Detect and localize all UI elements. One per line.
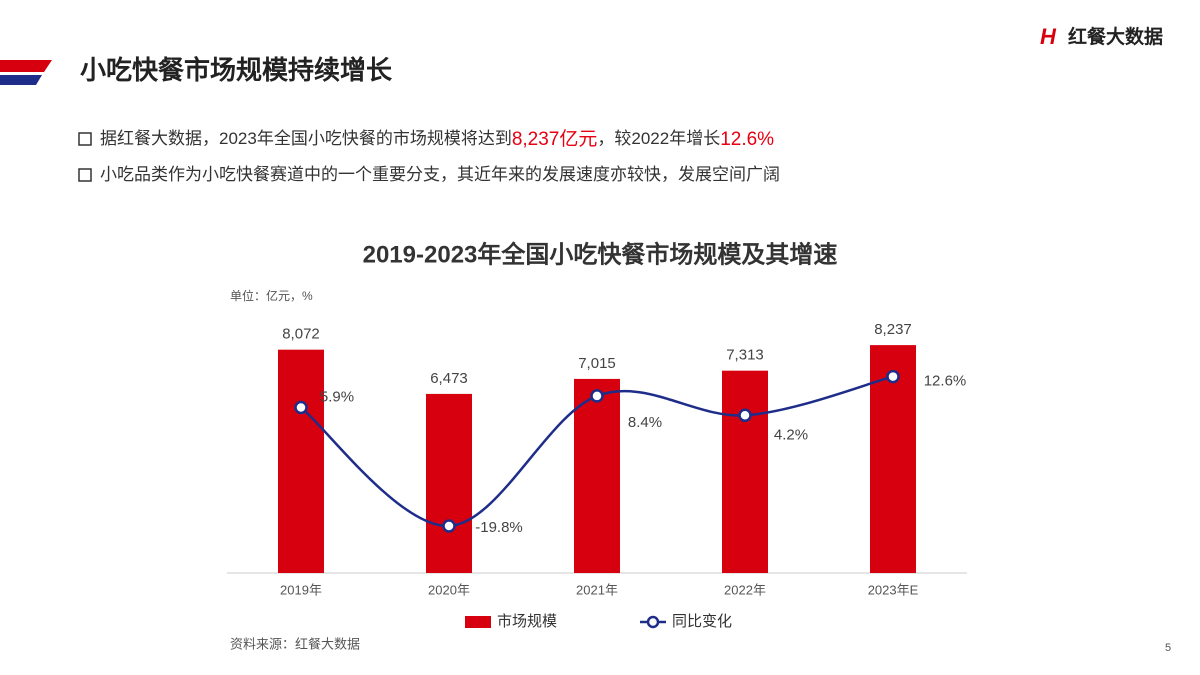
- bullet-box: [78, 132, 92, 146]
- chart-title: 2019-2023年全国小吃快餐市场规模及其增速: [363, 240, 838, 268]
- highlight: 12.6%: [720, 129, 774, 150]
- x-tick-label: 2020年: [428, 582, 470, 597]
- slide-title: 小吃快餐市场规模持续增长: [80, 55, 393, 85]
- bar: [722, 370, 768, 573]
- x-tick-label: 2022年: [724, 582, 766, 597]
- bullet: 据红餐大数据，2023年全国小吃快餐的市场规模将达到8,237亿元，较2022年…: [100, 128, 774, 150]
- legend-label: 市场规模: [497, 613, 557, 630]
- bar: [426, 393, 472, 573]
- logo-text: 红餐大数据: [1068, 25, 1163, 48]
- line-value-label: -19.8%: [475, 519, 523, 536]
- bar-value-label: 8,072: [282, 326, 320, 343]
- line-point: [442, 519, 456, 533]
- bar-value-label: 8,237: [874, 321, 912, 338]
- line-point: [294, 400, 308, 415]
- line-value-label: 8.4%: [628, 414, 662, 431]
- bar: [574, 378, 620, 573]
- bullet-box: [78, 168, 92, 182]
- line: [300, 375, 894, 528]
- bullet-text: 小吃品类作为小吃快餐赛道中的一个重要分支，其近年来的发展速度亦较快，发展空间广阔: [100, 164, 780, 184]
- line-value-label: 12.6%: [924, 373, 967, 390]
- bullet-text: 据红餐大数据，2023年全国小吃快餐的市场规模将达到: [100, 129, 512, 148]
- line-point: [738, 408, 752, 423]
- unit-label: 单位：亿元，%: [230, 288, 313, 303]
- bar-value-label: 7,313: [726, 347, 764, 364]
- header-stripe: [0, 60, 52, 72]
- bar-value-label: 6,473: [430, 370, 468, 387]
- legend-label: 同比变化: [672, 613, 732, 630]
- header-stripe: [0, 75, 42, 85]
- bullet: 小吃品类作为小吃快餐赛道中的一个重要分支，其近年来的发展速度亦较快，发展空间广阔: [100, 164, 780, 184]
- line-point: [886, 369, 900, 384]
- bar-value-label: 7,015: [578, 355, 616, 372]
- source: 资料来源：红餐大数据: [230, 636, 360, 651]
- line-value-label: 4.2%: [774, 426, 808, 443]
- highlight: 8,237亿元: [512, 128, 598, 150]
- bar: [278, 349, 324, 573]
- legend-swatch: [465, 616, 491, 628]
- x-tick-label: 2019年: [280, 582, 322, 597]
- line-value-label: 5.9%: [320, 388, 354, 405]
- bullet-text: ，较2022年增长: [597, 129, 720, 148]
- logo-icon: H: [1040, 24, 1057, 49]
- legend-swatch: [646, 615, 660, 629]
- line-point: [590, 389, 604, 403]
- page-number: 5: [1165, 642, 1171, 654]
- x-tick-label: 2023年E: [868, 582, 919, 597]
- x-tick-label: 2021年: [576, 582, 618, 597]
